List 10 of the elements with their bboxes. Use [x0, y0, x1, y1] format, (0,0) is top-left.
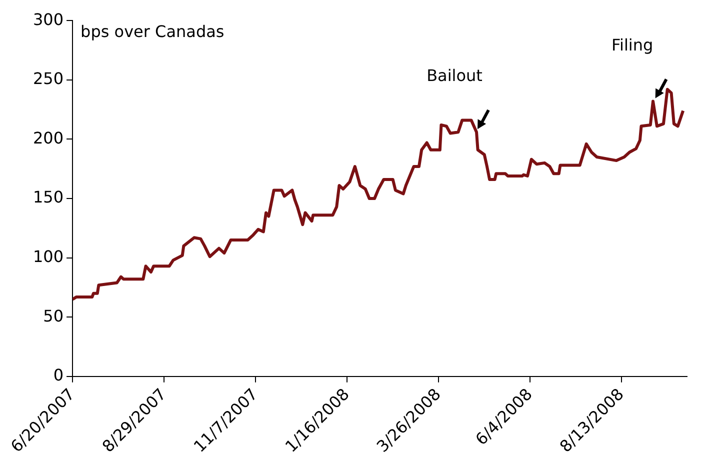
y-tick-label: 0: [53, 366, 64, 385]
annotation: bps over Canadas: [80, 22, 224, 41]
annotation: Filing: [611, 35, 654, 54]
y-tick-label: 150: [32, 188, 64, 207]
y-tick-label: 100: [32, 246, 64, 266]
y-tick-label: 300: [32, 10, 64, 29]
annotation: Bailout: [426, 66, 482, 86]
y-tick-label: 200: [32, 128, 64, 148]
y-tick-label: 250: [32, 69, 64, 88]
y-tick-label: 50: [43, 306, 64, 326]
